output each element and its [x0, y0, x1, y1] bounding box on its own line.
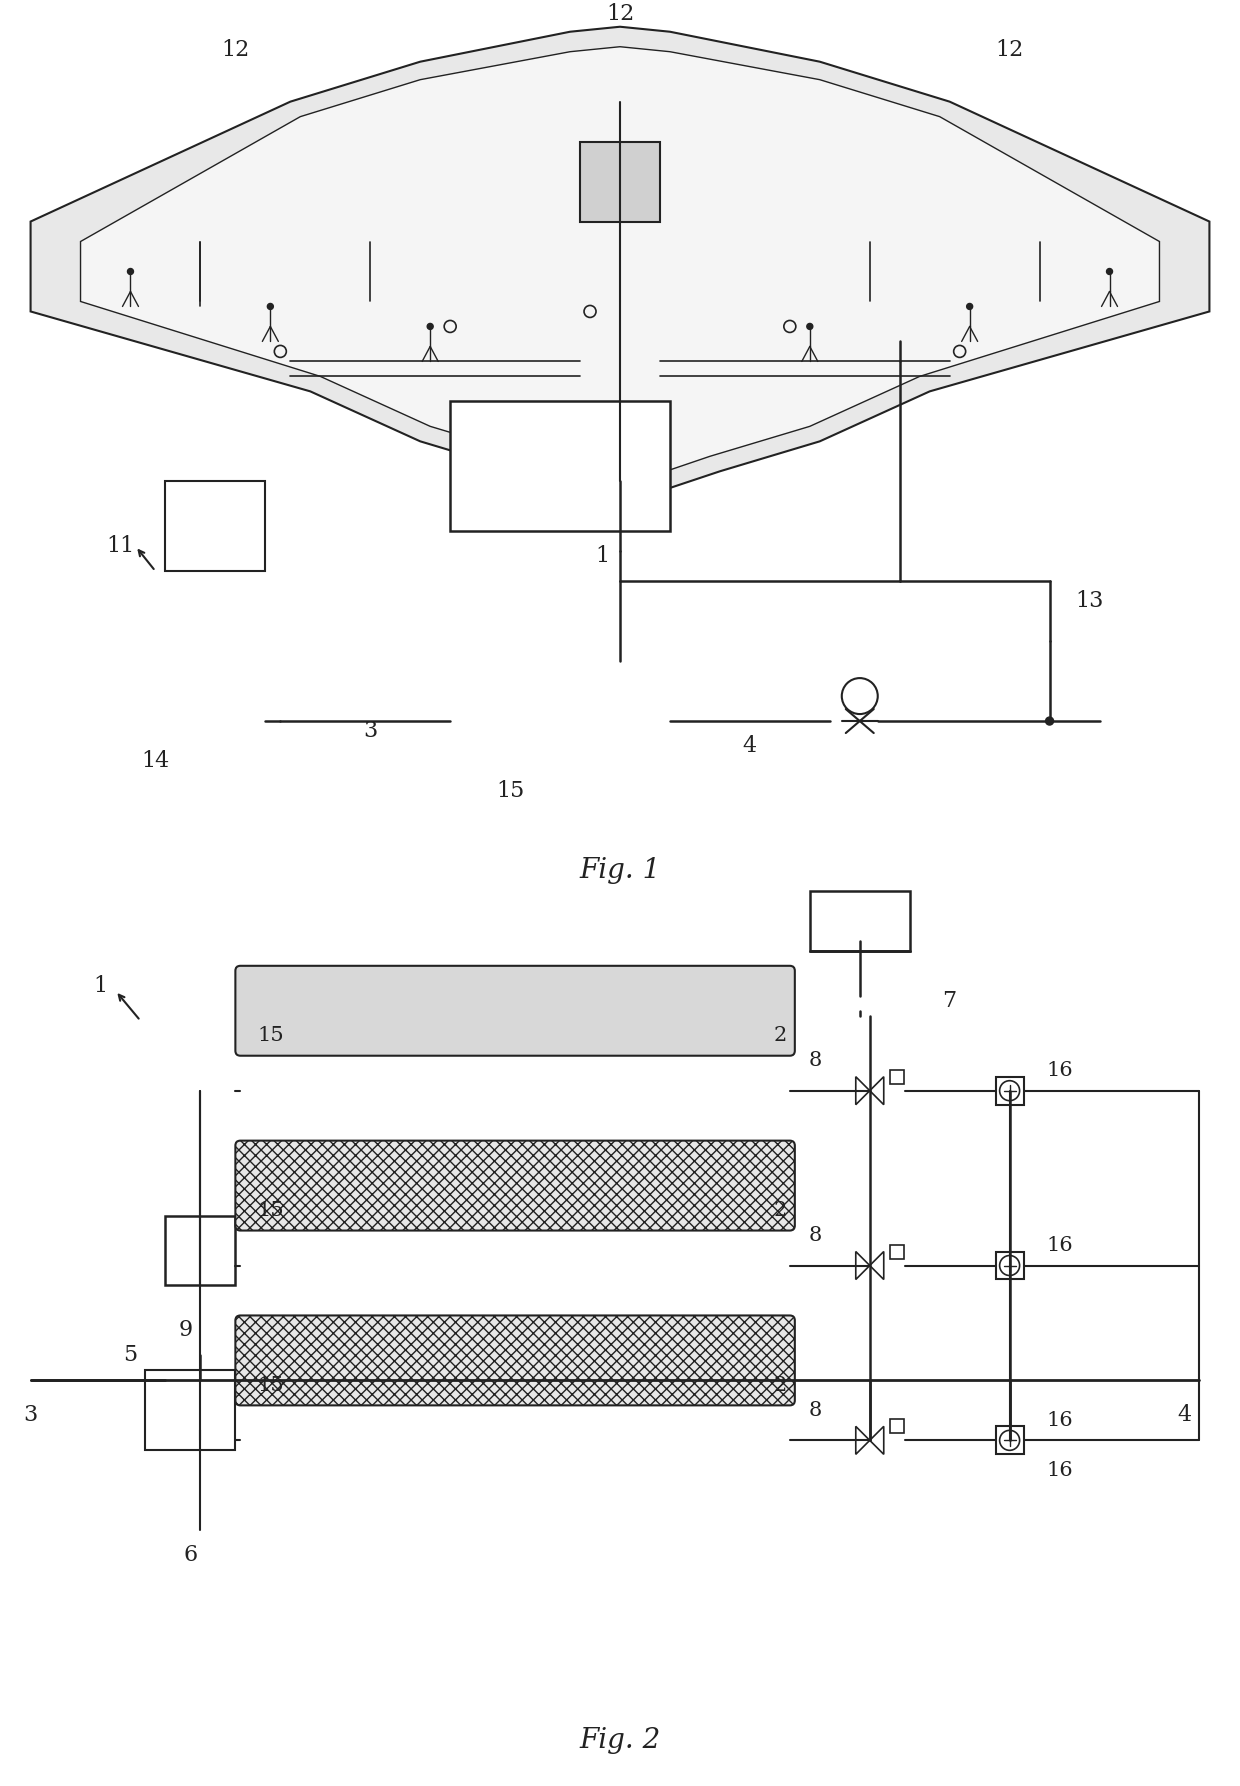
- Circle shape: [128, 268, 134, 275]
- Bar: [996, 1252, 1023, 1279]
- Text: 3: 3: [363, 720, 377, 741]
- Bar: [996, 1427, 1023, 1454]
- Text: 16: 16: [1047, 1236, 1073, 1256]
- Bar: [450, 402, 670, 530]
- Circle shape: [428, 323, 433, 329]
- Text: 8: 8: [808, 1052, 821, 1070]
- Text: 3: 3: [24, 1404, 37, 1427]
- Text: 4: 4: [743, 736, 756, 757]
- Circle shape: [1106, 268, 1112, 275]
- Polygon shape: [869, 1077, 884, 1106]
- Polygon shape: [869, 1252, 884, 1279]
- Bar: [996, 1077, 1023, 1106]
- Text: 15: 15: [257, 1200, 284, 1220]
- Text: 15: 15: [257, 1375, 284, 1395]
- Bar: [145, 1370, 236, 1450]
- Text: Fig. 1: Fig. 1: [579, 857, 661, 884]
- FancyBboxPatch shape: [236, 966, 795, 1056]
- Text: 6: 6: [184, 1545, 197, 1566]
- Text: 5: 5: [124, 1345, 138, 1366]
- Text: 15: 15: [496, 780, 525, 802]
- Text: Fig. 2: Fig. 2: [579, 1727, 661, 1754]
- Text: 16: 16: [1047, 1461, 1073, 1481]
- Polygon shape: [856, 1252, 869, 1279]
- Polygon shape: [869, 1427, 884, 1454]
- Circle shape: [807, 323, 812, 329]
- Bar: [165, 1216, 236, 1286]
- Polygon shape: [31, 27, 1209, 502]
- Text: 2: 2: [774, 1027, 786, 1045]
- Text: 7: 7: [942, 989, 957, 1013]
- Text: 8: 8: [808, 1225, 821, 1245]
- Bar: [890, 1245, 904, 1259]
- Text: 9: 9: [179, 1320, 192, 1341]
- Bar: [165, 480, 265, 572]
- Bar: [580, 141, 660, 221]
- Text: 12: 12: [221, 39, 249, 61]
- Text: 14: 14: [141, 750, 170, 772]
- Text: 1: 1: [595, 545, 609, 568]
- Polygon shape: [81, 46, 1159, 484]
- Bar: [890, 1070, 904, 1084]
- FancyBboxPatch shape: [236, 1141, 795, 1231]
- Polygon shape: [856, 1077, 869, 1106]
- Text: 8: 8: [808, 1400, 821, 1420]
- Circle shape: [1045, 716, 1054, 725]
- Text: 2: 2: [774, 1200, 786, 1220]
- Text: 1: 1: [93, 975, 108, 997]
- Text: 2: 2: [774, 1375, 786, 1395]
- Text: 12: 12: [996, 39, 1024, 61]
- Text: 11: 11: [107, 536, 135, 557]
- FancyBboxPatch shape: [236, 1316, 795, 1406]
- Bar: [890, 1420, 904, 1434]
- Text: 4: 4: [1178, 1404, 1192, 1427]
- Text: 13: 13: [1075, 589, 1104, 613]
- Polygon shape: [856, 1427, 869, 1454]
- Circle shape: [268, 304, 273, 309]
- Text: 16: 16: [1047, 1061, 1073, 1081]
- Text: 15: 15: [257, 1027, 284, 1045]
- Text: 16: 16: [1047, 1411, 1073, 1431]
- Bar: [810, 891, 910, 950]
- Circle shape: [967, 304, 972, 309]
- Text: 12: 12: [606, 4, 634, 25]
